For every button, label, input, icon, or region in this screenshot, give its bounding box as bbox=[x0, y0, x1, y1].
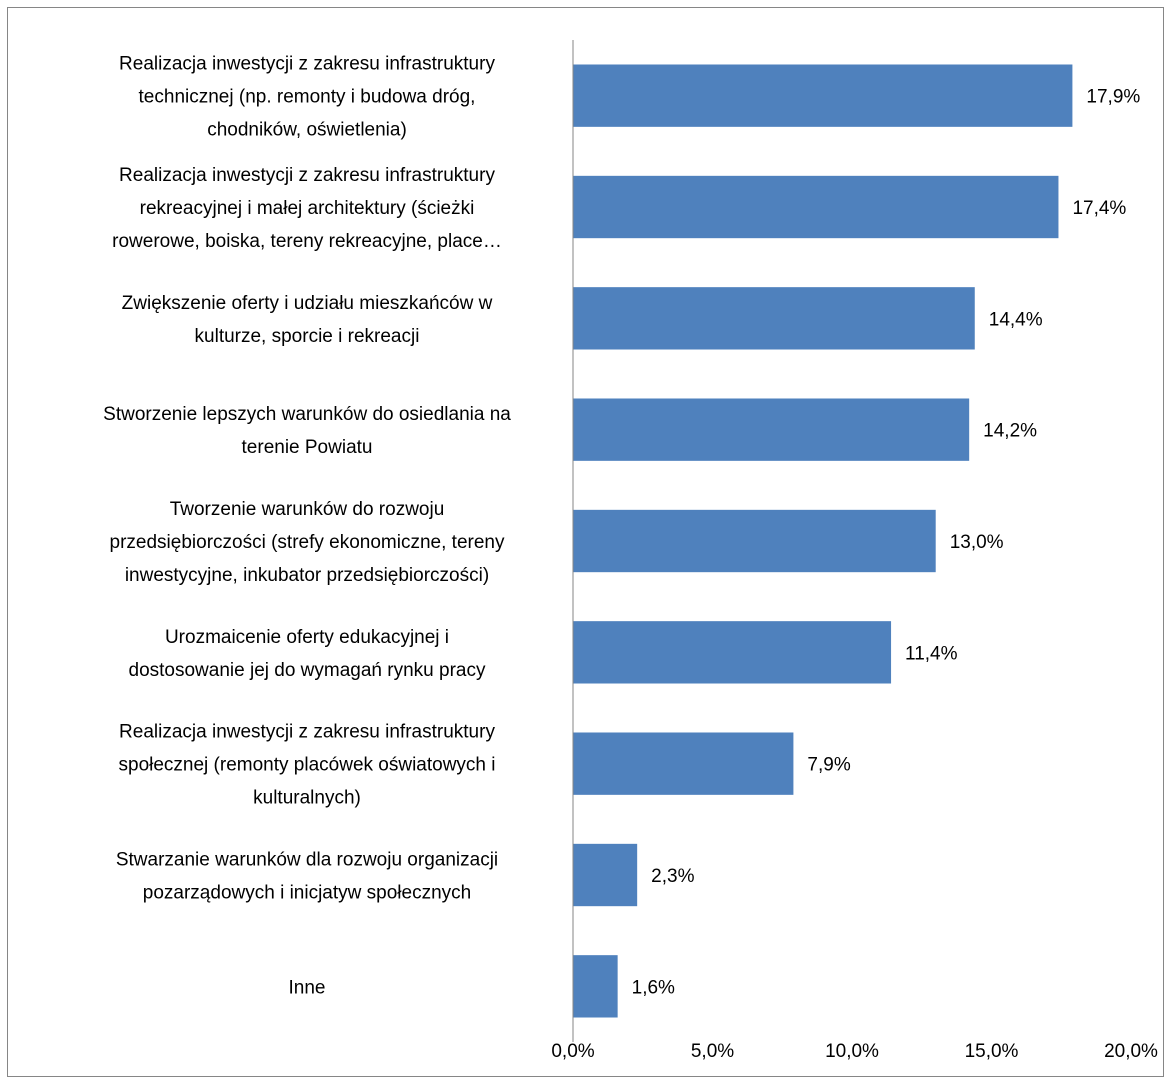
category-label-4: Stworzenie lepszych warunków do osiedlan… bbox=[103, 404, 511, 458]
x-tick-label-4: 15,0% bbox=[965, 1041, 1019, 1062]
category-label-7-line-3: kulturalnych) bbox=[253, 788, 361, 809]
category-label-6: Urozmaicenie oferty edukacyjnej i dostoso… bbox=[129, 627, 486, 681]
data-label-3: 14,4% bbox=[989, 309, 1043, 330]
category-label-2-line-3: rowerowe, boiska, tereny rekreacyjne, pl… bbox=[112, 231, 502, 252]
category-label-5-line-2: przedsiębiorczości (strefy ekonomiczne, … bbox=[110, 532, 505, 553]
data-label-2: 17,4% bbox=[1072, 198, 1126, 219]
category-label-1-line-1: Realizacja inwestycji z zakresu infrastr… bbox=[119, 54, 495, 75]
bar-9 bbox=[573, 955, 618, 1018]
category-label-4-line-2: terenie Powiatu bbox=[242, 437, 373, 458]
category-label-5: Tworzenie warunków do rozwoju przedsiębio… bbox=[110, 499, 505, 586]
bar-2 bbox=[573, 175, 1059, 239]
data-label-5: 13,0% bbox=[950, 532, 1004, 553]
category-label-7-line-1: Realizacja inwestycji z zakresu infrastr… bbox=[119, 722, 495, 743]
bars-layer bbox=[573, 64, 1073, 1018]
category-label-5-line-3: inwestycyjne, inkubator przedsiębiorczoś… bbox=[125, 565, 489, 586]
category-label-3-line-2: kulturze, sporcie i rekreacji bbox=[195, 326, 420, 347]
category-label-8-line-2: pozarządowych i inicjatyw społecznych bbox=[143, 883, 471, 904]
data-label-6: 11,4% bbox=[905, 643, 958, 664]
category-label-8: Stwarzanie warunków dla rozwoju organiza… bbox=[116, 850, 498, 904]
category-label-1-line-2: technicznej (np. remonty i budowa dróg, bbox=[139, 87, 476, 108]
category-label-5-line-1: Tworzenie warunków do rozwoju bbox=[170, 499, 445, 520]
category-label-9-line-1: Inne bbox=[289, 977, 326, 998]
category-label-6-line-2: dostosowanie jej do wymagań rynku pracy bbox=[129, 660, 486, 681]
x-tick-label-1: 0,0% bbox=[551, 1041, 594, 1062]
bar-6 bbox=[573, 621, 892, 684]
bar-1 bbox=[573, 64, 1073, 127]
category-label-3: Zwiększenie oferty i udziału mieszkańców… bbox=[122, 293, 493, 347]
x-tick-label-5: 20,0% bbox=[1104, 1041, 1158, 1062]
bar-5 bbox=[573, 509, 936, 573]
category-label-7-line-2: społecznej (remonty placówek oświatowych… bbox=[119, 755, 496, 776]
category-label-4-line-1: Stworzenie lepszych warunków do osiedlan… bbox=[103, 404, 511, 425]
category-label-2: Realizacja inwestycji z zakresu infrastr… bbox=[112, 165, 502, 252]
category-label-1-line-3: chodników, oświetlenia) bbox=[207, 120, 407, 141]
category-label-1: Realizacja inwestycji z zakresu infrastr… bbox=[119, 54, 495, 141]
x-tick-label-3: 10,0% bbox=[825, 1041, 879, 1062]
bar-7 bbox=[573, 732, 794, 795]
category-label-6-line-1: Urozmaicenie oferty edukacyjnej i bbox=[165, 627, 449, 648]
data-label-4: 14,2% bbox=[983, 421, 1037, 442]
labels-layer: 17,9% Realizacja inwestycji z zakresu inf… bbox=[103, 54, 1158, 1062]
category-label-2-line-2: rekreacyjnej i małej architektury (ścież… bbox=[140, 198, 475, 219]
category-label-2-line-1: Realizacja inwestycji z zakresu infrastr… bbox=[119, 165, 495, 186]
category-label-9: Inne bbox=[289, 977, 326, 998]
data-label-1: 17,9% bbox=[1086, 87, 1140, 108]
category-label-3-line-1: Zwiększenie oferty i udziału mieszkańców… bbox=[122, 293, 493, 314]
bar-8 bbox=[573, 843, 638, 907]
data-label-7: 7,9% bbox=[807, 755, 850, 776]
data-label-8: 2,3% bbox=[651, 866, 694, 887]
data-label-9: 1,6% bbox=[632, 977, 675, 998]
category-label-8-line-1: Stwarzanie warunków dla rozwoju organiza… bbox=[116, 850, 498, 871]
bar-3 bbox=[573, 287, 975, 350]
category-label-7: Realizacja inwestycji z zakresu infrastr… bbox=[119, 722, 496, 809]
bar-4 bbox=[573, 398, 970, 461]
x-tick-label-2: 5,0% bbox=[691, 1041, 734, 1062]
